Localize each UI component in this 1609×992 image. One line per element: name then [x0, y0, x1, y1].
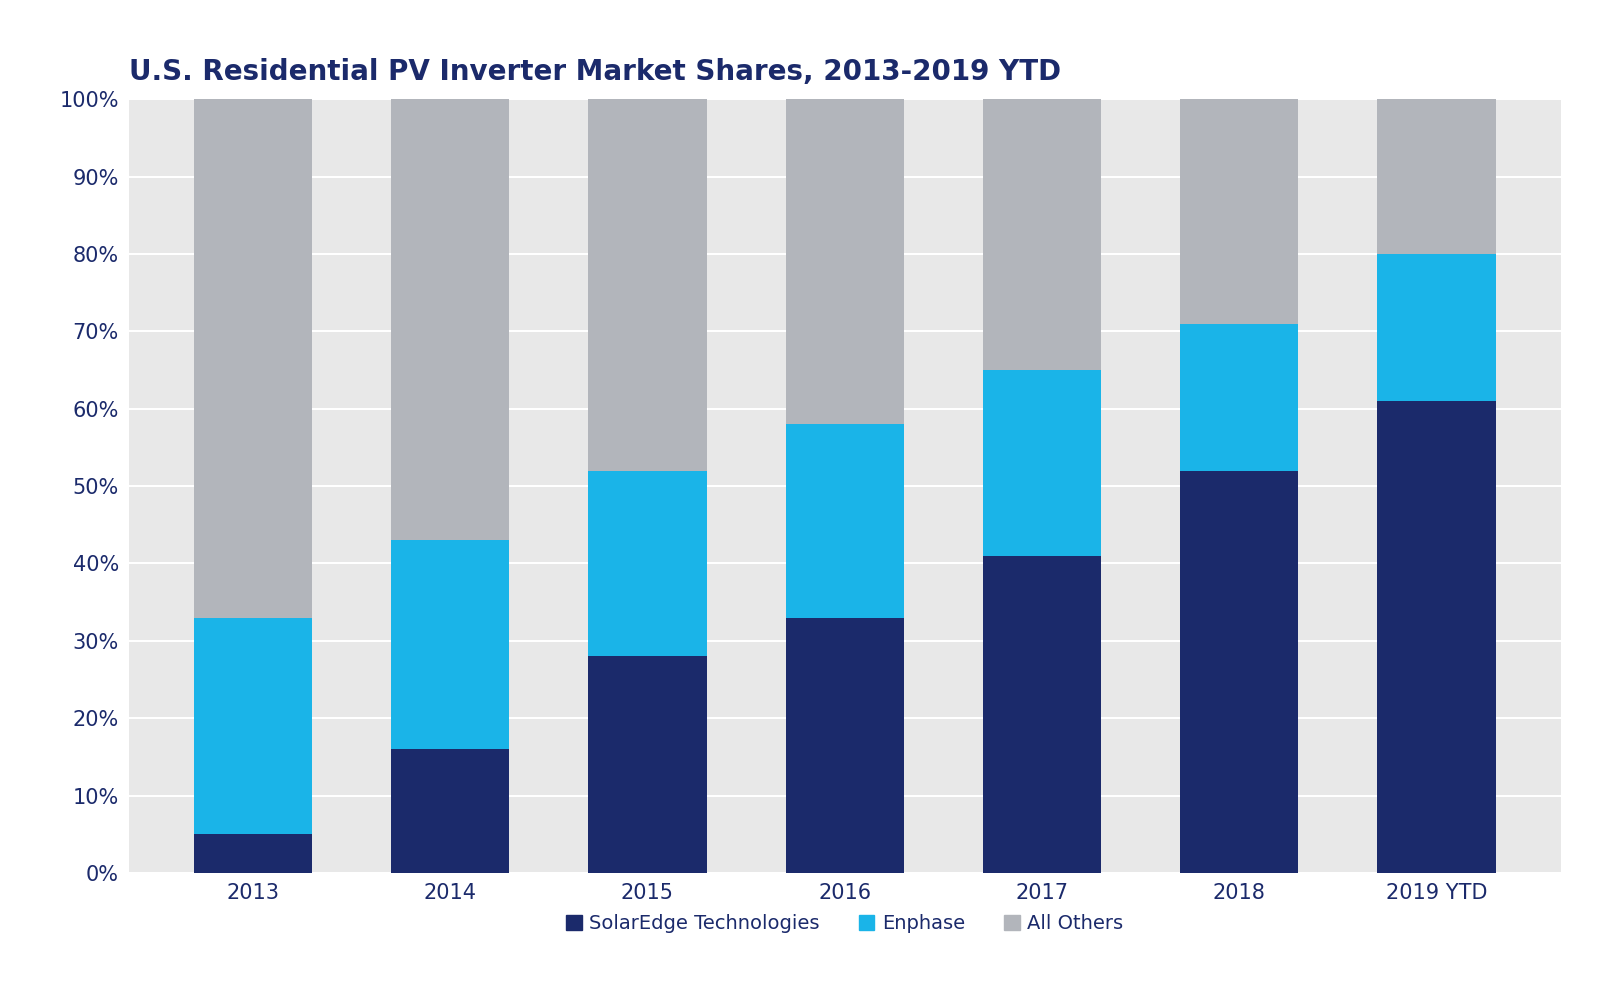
Bar	[1179, 323, 1298, 470]
Bar	[391, 99, 510, 541]
Bar	[785, 99, 904, 425]
Bar	[1179, 470, 1298, 873]
Bar	[589, 470, 706, 657]
Legend: SolarEdge Technologies, Enphase, All Others: SolarEdge Technologies, Enphase, All Oth…	[558, 906, 1131, 940]
Bar	[193, 618, 312, 834]
Bar	[193, 834, 312, 873]
Bar	[983, 99, 1101, 370]
Bar	[193, 99, 312, 618]
Bar	[391, 749, 510, 873]
Bar	[785, 425, 904, 618]
Bar	[391, 541, 510, 749]
Bar	[589, 657, 706, 873]
Bar	[983, 370, 1101, 556]
Bar	[589, 99, 706, 470]
Bar	[1179, 99, 1298, 323]
Text: U.S. Residential PV Inverter Market Shares, 2013-2019 YTD: U.S. Residential PV Inverter Market Shar…	[129, 58, 1060, 85]
Bar	[785, 618, 904, 873]
Bar	[1377, 254, 1496, 401]
Bar	[983, 556, 1101, 873]
Bar	[1377, 401, 1496, 873]
Bar	[1377, 99, 1496, 254]
